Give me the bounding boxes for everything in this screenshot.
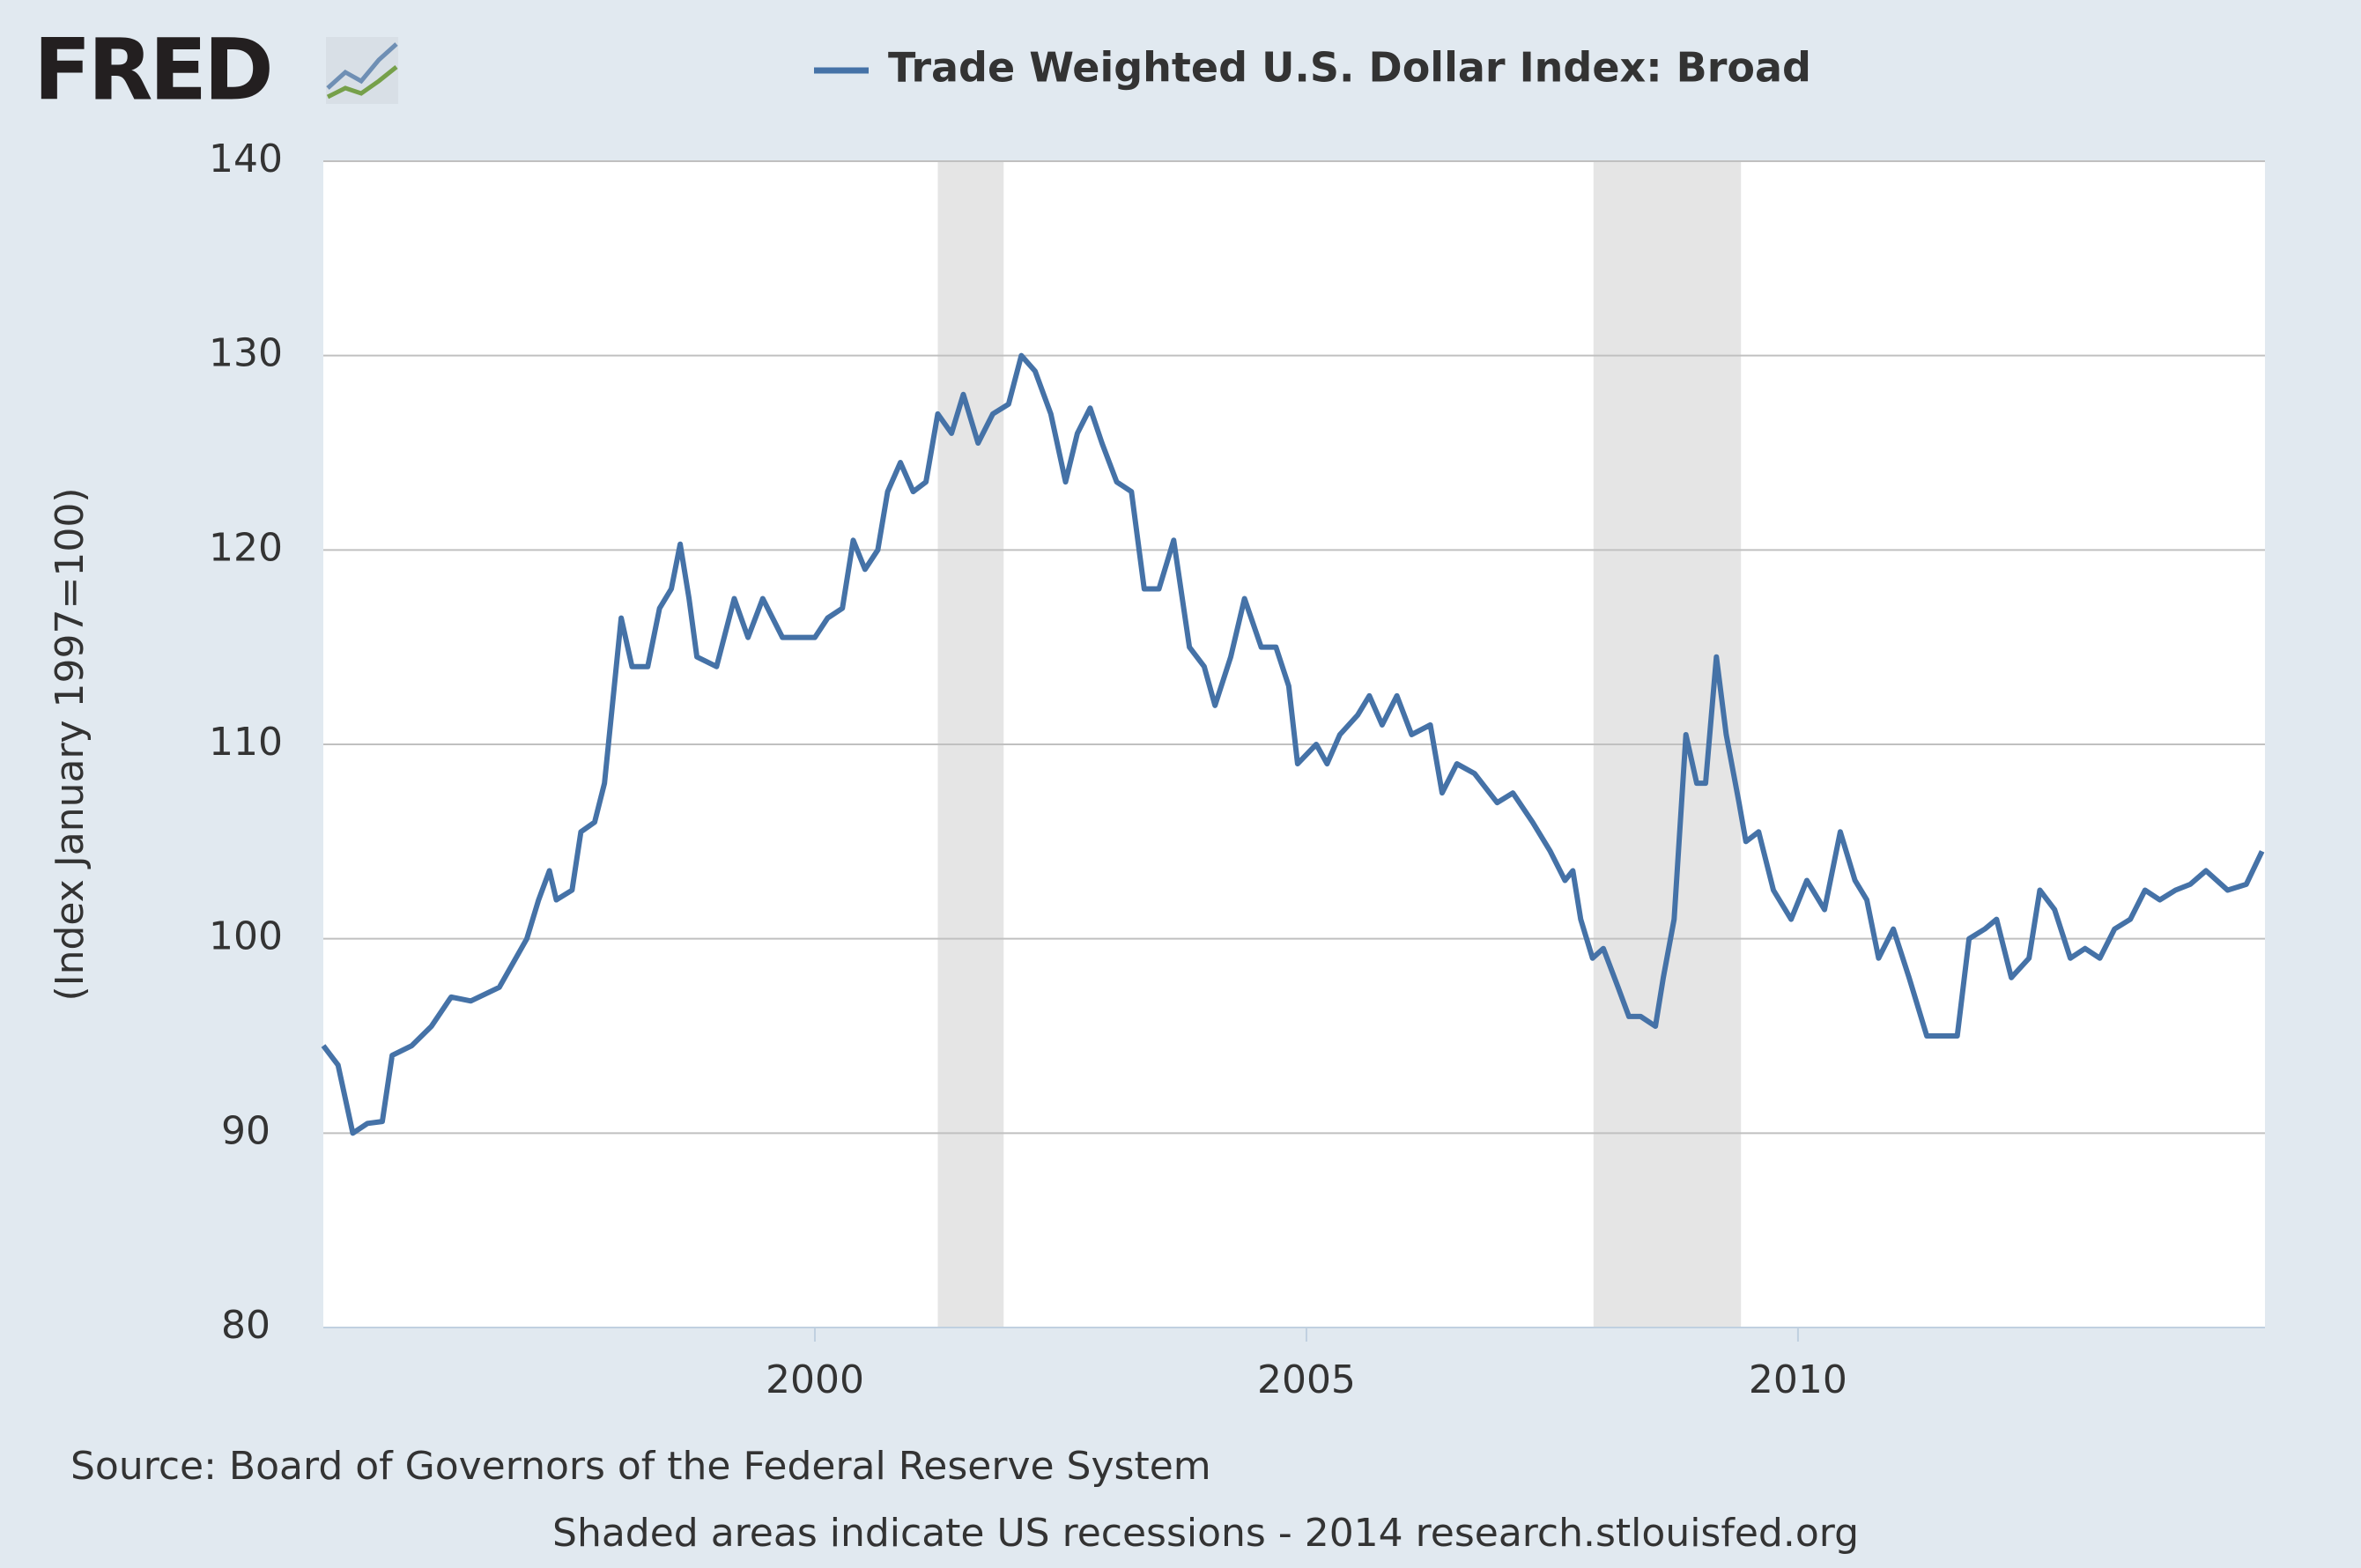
fred-logo: FRED bbox=[33, 20, 398, 119]
x-tick-label: 2000 bbox=[766, 1357, 864, 1402]
note: Shaded areas indicate US recessions - 20… bbox=[552, 1511, 1859, 1556]
source: Source: Board of Governors of the Federa… bbox=[70, 1444, 1211, 1489]
logo-icon-line bbox=[326, 42, 398, 90]
logo-icon-line bbox=[326, 65, 398, 100]
y-axis-label: (Index January 1997=100) bbox=[48, 487, 93, 1001]
y-tick-label: 140 bbox=[209, 137, 283, 181]
y-tick-label: 110 bbox=[209, 720, 283, 765]
x-tick-label: 2005 bbox=[1257, 1357, 1356, 1402]
y-tick-label: 120 bbox=[209, 525, 283, 570]
y-tick-label: 90 bbox=[221, 1108, 270, 1153]
logo-text: FRED bbox=[33, 20, 270, 119]
data-line bbox=[321, 352, 2265, 1136]
legend-label: Trade Weighted U.S. Dollar Index: Broad bbox=[888, 44, 1811, 92]
x-tick-label: 2010 bbox=[1749, 1357, 1847, 1402]
y-tick-label: 100 bbox=[209, 914, 283, 959]
y-tick-label: 130 bbox=[209, 331, 283, 376]
y-tick-label: 80 bbox=[221, 1303, 270, 1348]
